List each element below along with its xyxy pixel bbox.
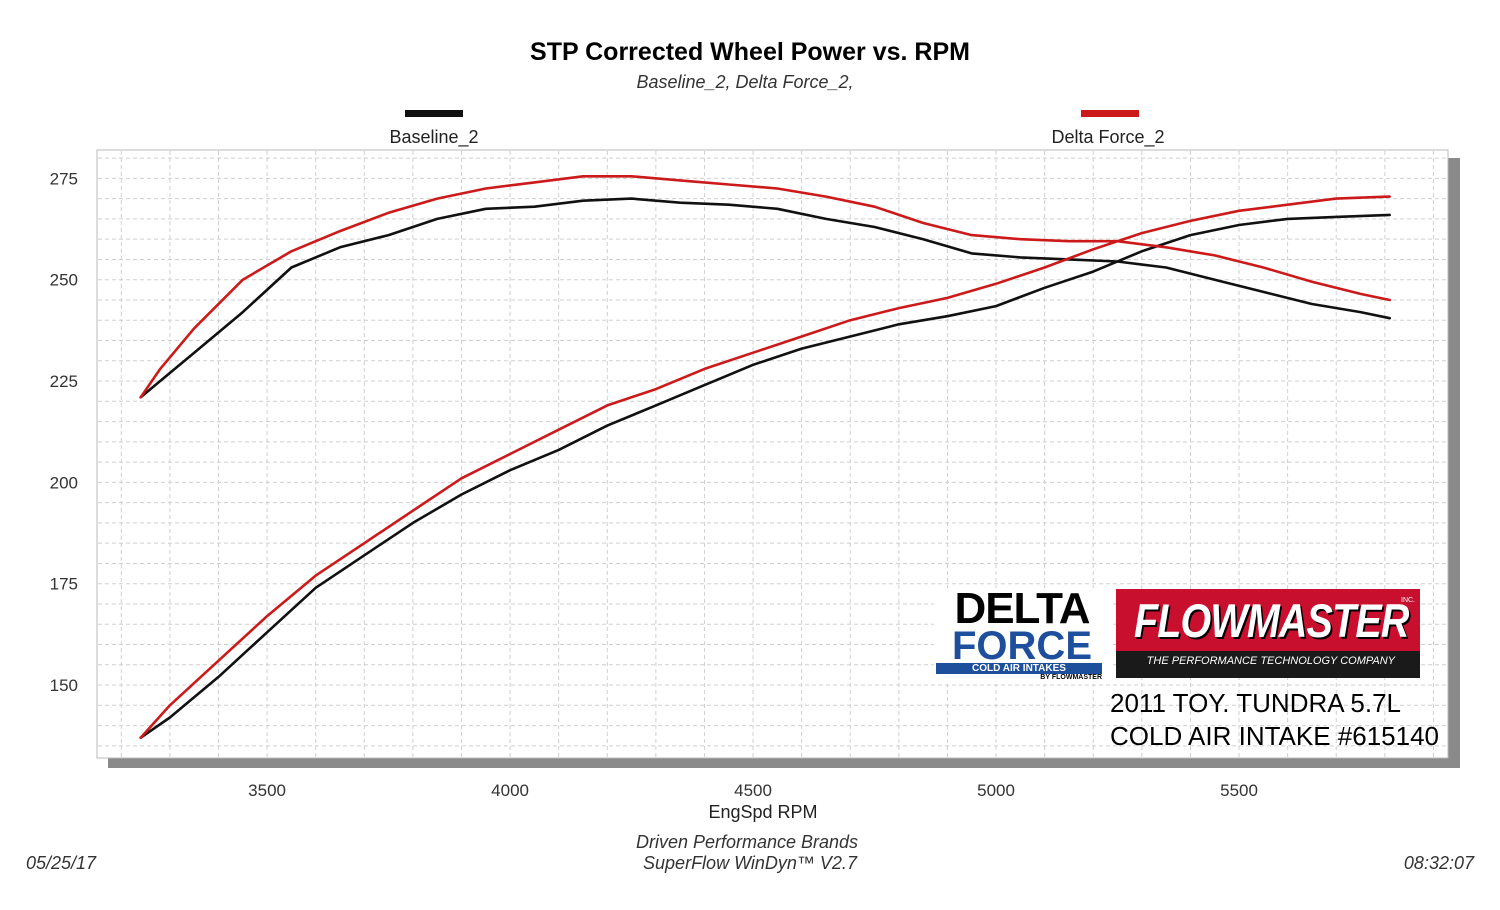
delta-force-logo-line1: DELTA — [954, 584, 1090, 633]
vehicle-line-2: COLD AIR INTAKE #615140 — [1110, 721, 1440, 751]
x-tick-label: 3500 — [248, 781, 286, 800]
vehicle-line-1: 2011 TOY. TUNDRA 5.7L — [1110, 688, 1401, 718]
footer-time: 08:32:07 — [1403, 853, 1474, 873]
y-tick-label: 175 — [50, 575, 78, 594]
footer-company: Driven Performance Brands — [635, 832, 859, 852]
x-tick-label: 4500 — [734, 781, 772, 800]
legend-label-delta-force: Delta Force_2 — [1051, 127, 1165, 147]
delta-force-logo: DELTA FORCE COLD AIR INTAKES BY FLOWMAST… — [934, 584, 1110, 684]
frame-shadow-right — [1448, 158, 1460, 768]
x-tick-label: 4000 — [491, 781, 529, 800]
flowmaster-logo-name: FLOWMASTER — [1134, 594, 1409, 647]
y-tick-label: 150 — [50, 676, 78, 695]
legend-swatch-delta-force — [1081, 110, 1139, 117]
footer-software: SuperFlow WinDyn™ V2.7 — [643, 853, 857, 873]
delta-force-logo-by: BY FLOWMASTER — [1040, 674, 1102, 681]
x-axis-label: EngSpd RPM — [708, 802, 818, 822]
legend-label-baseline: Baseline_2 — [389, 127, 479, 147]
y-tick-label: 275 — [50, 169, 78, 188]
series-line-2 — [139, 213, 1391, 739]
delta-force-logo-line2: FORCE — [952, 624, 1092, 668]
delta-force-logo-tag: COLD AIR INTAKES — [936, 663, 1102, 674]
y-tick-label: 200 — [50, 473, 78, 492]
y-tick-label: 225 — [50, 372, 78, 391]
x-tick-label: 5500 — [1220, 781, 1258, 800]
series-line-3 — [139, 175, 1391, 399]
frame-shadow-bottom — [108, 758, 1460, 768]
footer-date: 05/25/17 — [26, 853, 97, 873]
y-tick-label: 250 — [50, 271, 78, 290]
chart-subtitle: Baseline_2, Delta Force_2, — [636, 72, 854, 92]
flowmaster-logo-tagline: THE PERFORMANCE TECHNOLOGY COMPANY — [1146, 655, 1395, 667]
series-line-1 — [139, 197, 1391, 399]
chart-title: STP Corrected Wheel Power vs. RPM — [530, 38, 970, 66]
flowmaster-logo-inc: INC. — [1401, 597, 1415, 604]
flowmaster-logo: FLOWMASTER INC. THE PERFORMANCE TECHNOLO… — [1116, 589, 1420, 678]
x-tick-label: 5000 — [977, 781, 1015, 800]
legend-swatch-baseline — [405, 110, 463, 117]
series-line-4 — [139, 195, 1391, 739]
